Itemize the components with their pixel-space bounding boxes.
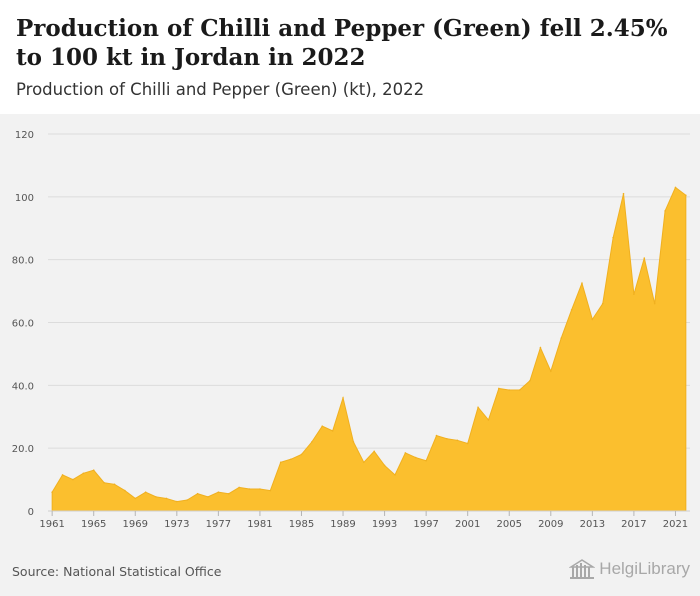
data-point <box>601 302 604 305</box>
helgi-library-building-icon <box>569 559 596 579</box>
data-point <box>570 309 573 311</box>
data-point <box>92 469 95 471</box>
data-point <box>113 483 116 486</box>
y-tick-label: 0 <box>28 507 34 518</box>
data-point <box>176 500 178 503</box>
data-point <box>518 389 521 391</box>
data-point <box>238 486 240 489</box>
data-point <box>466 442 469 445</box>
x-tick-label: 1961 <box>39 519 64 530</box>
footer: Source: National Statistical Office Helg… <box>0 546 700 596</box>
data-point <box>622 192 625 195</box>
data-point <box>549 370 552 372</box>
data-point <box>414 456 417 459</box>
data-point <box>539 346 542 349</box>
series-area <box>51 186 687 512</box>
data-point <box>331 430 334 432</box>
data-point <box>498 387 500 390</box>
x-tick-label: 2013 <box>580 519 605 530</box>
data-point <box>103 481 105 484</box>
y-tick-label: 100 <box>15 193 34 204</box>
x-tick-label: 1993 <box>372 519 397 530</box>
data-point <box>207 496 209 498</box>
data-point <box>425 459 427 462</box>
data-point <box>300 453 303 456</box>
data-point <box>664 210 666 212</box>
data-point <box>72 478 74 481</box>
x-tick-label: 1969 <box>123 519 148 530</box>
data-point <box>196 492 199 495</box>
data-point <box>279 461 282 464</box>
chart-area: 0 20.0 40.0 60.0 80.0 100 120 1961 1965 1969 1973 1… <box>0 114 700 546</box>
x-tick-label: 1965 <box>81 519 106 530</box>
data-point <box>591 318 594 321</box>
data-point <box>373 450 375 453</box>
x-tick-label: 2001 <box>455 519 480 530</box>
y-tick-label: 20.0 <box>12 444 34 455</box>
data-point <box>560 337 562 340</box>
data-point <box>477 406 479 409</box>
data-point <box>144 491 147 493</box>
data-point <box>404 452 407 454</box>
y-tick-label: 120 <box>15 130 34 141</box>
data-point <box>155 496 157 498</box>
data-point <box>248 488 251 490</box>
data-point <box>612 236 614 239</box>
data-point <box>653 302 656 305</box>
data-point <box>61 474 64 476</box>
x-tick-label: 1981 <box>247 519 272 530</box>
data-point <box>311 441 313 443</box>
data-point <box>446 437 448 440</box>
data-point <box>165 497 168 500</box>
x-tick-label: 1997 <box>413 519 438 530</box>
source-note: Source: National Statistical Office <box>12 564 222 579</box>
y-tick-label: 80.0 <box>12 256 34 267</box>
x-tick-label: 2009 <box>538 519 563 530</box>
data-point <box>51 491 53 493</box>
data-point <box>217 491 220 493</box>
data-point <box>227 492 230 495</box>
logo-text: HelgiLibrary <box>599 559 690 578</box>
chart-subtitle: Production of Chilli and Pepper (Green) … <box>16 80 425 99</box>
data-point <box>643 257 646 259</box>
data-point <box>82 472 85 475</box>
area-chart: 0 20.0 40.0 60.0 80.0 100 120 1961 1965 1969 1973 1… <box>12 130 690 530</box>
data-point <box>363 461 365 464</box>
data-point <box>487 419 490 421</box>
data-point <box>186 499 189 501</box>
page-title: Production of Chilli and Pepper (Green) … <box>16 15 668 71</box>
data-point <box>383 464 386 467</box>
data-point <box>456 439 459 442</box>
x-tick-label: 1989 <box>330 519 355 530</box>
data-point <box>290 458 292 460</box>
data-point <box>321 425 324 427</box>
data-point <box>581 282 583 285</box>
data-point <box>633 293 635 296</box>
data-point <box>674 186 677 189</box>
data-point <box>124 489 126 492</box>
data-point <box>342 397 344 399</box>
data-point <box>685 194 687 197</box>
x-tick-label: 1977 <box>206 519 231 530</box>
data-point <box>508 389 511 391</box>
x-tick-label: 2017 <box>621 519 646 530</box>
data-point <box>269 489 272 492</box>
x-tick-label: 2021 <box>663 519 688 530</box>
data-point <box>529 379 531 382</box>
x-tick-label: 1973 <box>164 519 189 530</box>
helgi-library-logo: HelgiLibrary <box>569 558 690 580</box>
data-point <box>134 497 137 500</box>
data-point <box>259 488 261 490</box>
data-point <box>352 441 355 443</box>
x-tick-label: 1985 <box>289 519 314 530</box>
data-point <box>394 474 396 476</box>
data-point <box>435 434 438 437</box>
header: Production of Chilli and Pepper (Green) … <box>0 0 700 114</box>
y-tick-label: 60.0 <box>12 319 34 330</box>
x-tick-label: 2005 <box>497 519 522 530</box>
y-tick-label: 40.0 <box>12 381 34 392</box>
